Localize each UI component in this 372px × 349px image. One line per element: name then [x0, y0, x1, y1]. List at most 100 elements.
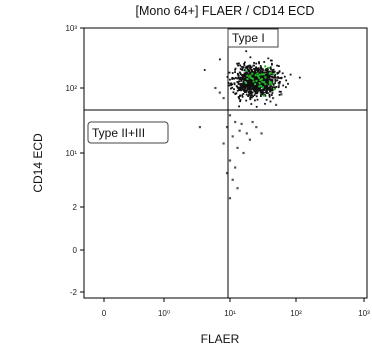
cluster-point: [275, 86, 278, 88]
cluster-point: [254, 87, 257, 90]
cluster-point: [256, 78, 259, 81]
cluster-point: [244, 85, 247, 88]
cluster-point: [203, 69, 206, 71]
cluster-point: [248, 86, 251, 89]
cluster-point: [280, 76, 283, 79]
cluster-point: [243, 89, 246, 91]
cluster-point: [251, 91, 254, 94]
x-tick-label: 10³: [358, 309, 370, 318]
cluster-point: [264, 74, 267, 76]
cluster-point: [259, 65, 262, 67]
cluster-point: [245, 73, 248, 75]
cluster-point: [249, 86, 252, 88]
cluster-point: [250, 81, 253, 84]
cluster-point: [239, 84, 242, 87]
cluster-point: [250, 68, 252, 71]
cluster-point: [247, 82, 250, 84]
cluster-point: [287, 82, 289, 85]
cluster-point: [262, 88, 265, 91]
highlight-point: [245, 82, 248, 84]
cluster-point: [246, 83, 249, 85]
scatter-point: [236, 187, 239, 190]
cluster-point: [251, 88, 253, 90]
cluster-point: [298, 76, 301, 79]
cluster-point: [270, 68, 272, 70]
cluster-point: [259, 69, 262, 71]
cluster-point: [265, 92, 268, 94]
cluster-point: [236, 62, 238, 65]
cluster-point: [268, 74, 271, 77]
cluster-point: [276, 79, 279, 82]
cluster-point: [234, 76, 237, 79]
cluster-point: [255, 67, 258, 69]
cluster-point: [241, 88, 244, 90]
cluster-point: [278, 82, 281, 85]
cluster-point: [240, 77, 242, 80]
cluster-point: [241, 94, 244, 97]
cluster-point: [240, 79, 243, 82]
cluster-point: [245, 74, 247, 77]
cluster-point: [248, 91, 250, 93]
highlight-point: [254, 83, 257, 86]
scatter-point: [218, 91, 221, 94]
cluster-point: [248, 83, 251, 85]
cluster-point: [243, 79, 245, 82]
cluster-point: [258, 62, 260, 65]
cluster-point: [236, 81, 239, 83]
cluster-point: [239, 88, 242, 91]
cluster-point: [232, 77, 234, 80]
cluster-point: [260, 90, 263, 93]
scatter-point: [234, 120, 237, 124]
gate-type-ii-iii[interactable]: Type II+III: [87, 121, 169, 144]
highlight-point: [256, 72, 259, 75]
scatter-point: [275, 103, 278, 106]
cluster-point: [271, 89, 274, 92]
cluster-point: [233, 83, 236, 86]
cluster-point: [229, 78, 231, 81]
cluster-point: [239, 87, 242, 90]
cluster-point: [251, 83, 254, 85]
highlight-point: [258, 82, 261, 85]
scatter-point: [272, 97, 275, 100]
cluster-point: [260, 67, 263, 70]
cluster-point: [276, 64, 278, 67]
cluster-point: [280, 90, 282, 93]
cluster-point: [246, 84, 248, 87]
cluster-point: [230, 87, 232, 90]
cluster-point: [266, 85, 268, 87]
scatter-point: [277, 84, 280, 87]
cluster-point: [264, 69, 267, 72]
cluster-point: [243, 87, 246, 89]
scatter-point: [234, 166, 237, 169]
cluster-point: [239, 99, 242, 101]
cluster-point: [274, 80, 277, 82]
cluster-point: [250, 96, 253, 99]
cluster-point: [269, 90, 271, 93]
cluster-point: [267, 57, 270, 60]
cluster-point: [231, 86, 234, 89]
highlight-point: [246, 74, 249, 77]
cluster-point: [254, 89, 256, 92]
cluster-point: [259, 80, 262, 83]
tick-marks: [80, 27, 365, 302]
highlight-point: [252, 80, 255, 83]
cluster-point: [255, 89, 258, 92]
cluster-point: [249, 95, 252, 97]
scatter-point: [231, 178, 234, 181]
cluster-point: [263, 79, 266, 82]
cluster-point: [255, 76, 258, 79]
cluster-point: [274, 73, 276, 76]
cluster-point: [247, 95, 249, 97]
cluster-point: [258, 72, 261, 75]
cluster-point: [247, 70, 250, 73]
cluster-point: [267, 75, 269, 78]
gate-type-i[interactable]: Type I: [227, 28, 279, 48]
cluster-point: [249, 80, 252, 83]
cluster-point: [249, 79, 252, 82]
cluster-point: [265, 71, 268, 74]
cluster-point: [255, 95, 258, 98]
highlight-point: [260, 84, 262, 87]
highlight-point: [258, 85, 261, 88]
cluster-point: [254, 68, 256, 71]
cluster-point: [273, 86, 276, 89]
